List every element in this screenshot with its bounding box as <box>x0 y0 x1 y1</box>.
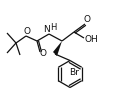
Text: N: N <box>44 24 50 34</box>
Polygon shape <box>53 41 62 56</box>
Text: H: H <box>50 24 56 33</box>
Text: OH: OH <box>84 34 98 43</box>
Text: O: O <box>40 50 47 58</box>
Text: Br: Br <box>69 68 79 77</box>
Text: O: O <box>23 27 31 36</box>
Text: O: O <box>83 15 91 24</box>
